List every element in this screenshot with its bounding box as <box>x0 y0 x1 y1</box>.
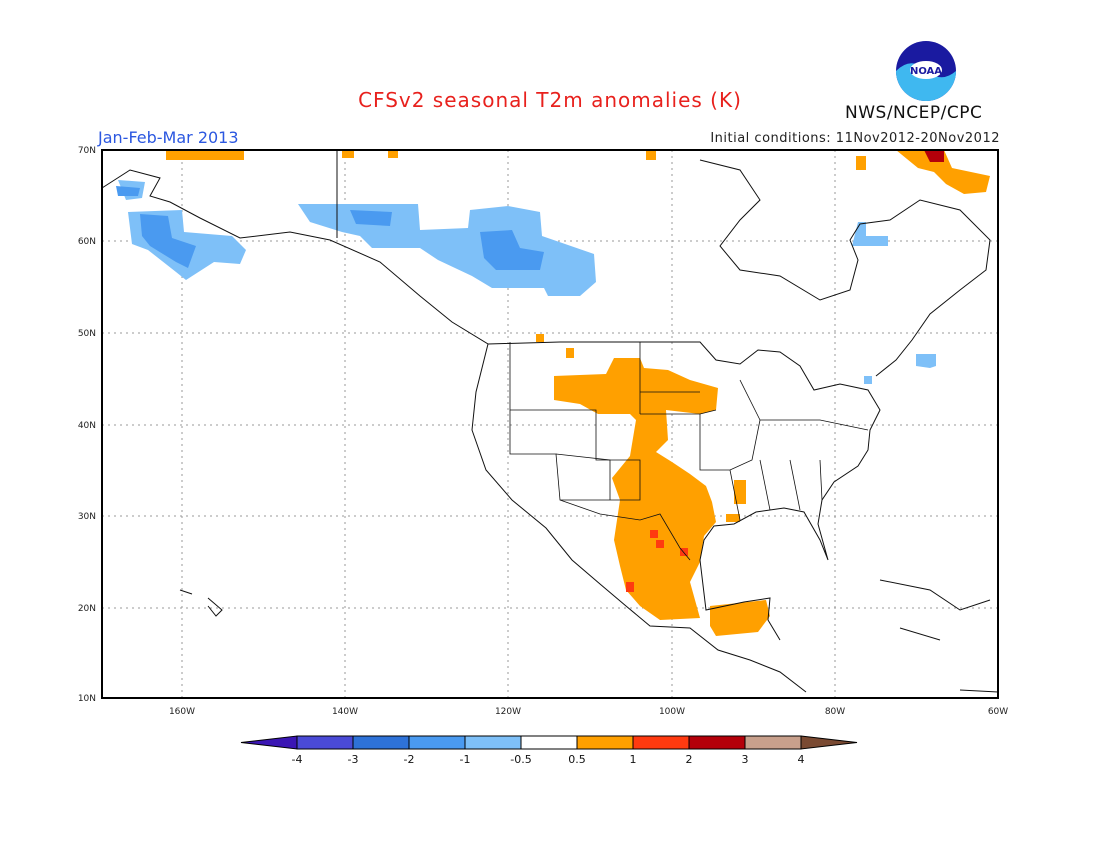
logo-text: NOAA <box>910 66 942 77</box>
colorbar-swatch <box>744 735 802 750</box>
map-frame <box>101 149 999 699</box>
political-borders <box>509 342 869 561</box>
colorbar-label: -3 <box>348 753 359 766</box>
period-label: Jan-Feb-Mar 2013 <box>98 128 239 147</box>
lon-label: 80W <box>825 707 845 717</box>
colorbar-swatch <box>408 735 466 750</box>
colorbar-label: -4 <box>292 753 303 766</box>
lon-label: 120W <box>495 707 521 717</box>
colorbar-swatch <box>576 735 634 750</box>
canada-cold-anomaly <box>298 204 596 296</box>
agency-label: NWS/NCEP/CPC <box>845 103 983 123</box>
lat-label: 10N <box>78 694 96 704</box>
east-canada-cold-anomaly <box>864 354 936 384</box>
lon-label: 60W <box>988 707 1008 717</box>
colorbar-label: -2 <box>404 753 415 766</box>
latitude-labels: 70N 60N 50N 40N 30N 20N 10N <box>78 146 96 704</box>
colorbar-label: 3 <box>742 753 749 766</box>
negative-anomalies <box>116 180 936 384</box>
colorbar-label: -0.5 <box>510 753 531 766</box>
colorbar-label: 1 <box>630 753 637 766</box>
lat-label: 20N <box>78 604 96 614</box>
colorbar-swatch <box>464 735 522 750</box>
alaska-cold-anomaly <box>118 180 246 280</box>
lat-label: 30N <box>78 512 96 522</box>
colorbar-arrow-high <box>800 735 858 750</box>
coastlines <box>101 150 999 693</box>
map-title: CFSv2 seasonal T2m anomalies (K) <box>358 88 742 112</box>
colorbar-labels: -4 -3 -2 -1 -0.5 0.5 1 2 3 4 <box>292 753 805 766</box>
initial-conditions-label: Initial conditions: 11Nov2012-20Nov2012 <box>710 131 1000 146</box>
lat-label: 70N <box>78 146 96 156</box>
colorbar-label: 4 <box>798 753 805 766</box>
colorbar-swatch <box>632 735 690 750</box>
arctic-warm-anomaly <box>166 150 656 160</box>
alaska-cold-core <box>116 186 196 268</box>
colorbar-label: -1 <box>460 753 471 766</box>
hudson-cold-anomaly <box>852 222 888 246</box>
colorbar-label: 2 <box>686 753 693 766</box>
lat-label: 40N <box>78 421 96 431</box>
noaa-logo: NOAA <box>896 41 956 101</box>
lon-label: 100W <box>659 707 685 717</box>
us-mexico-warm-anomaly <box>536 334 718 620</box>
canada-cold-core <box>350 210 544 270</box>
colorbar-swatch <box>688 735 746 750</box>
lat-label: 60N <box>78 237 96 247</box>
longitude-labels: 160W 140W 120W 100W 80W 60W <box>169 707 1008 717</box>
lon-label: 140W <box>332 707 358 717</box>
greenland-warm-core <box>924 150 944 162</box>
lon-label: 160W <box>169 707 195 717</box>
colorbar-swatch <box>352 735 410 750</box>
colorbar-swatch <box>520 735 578 750</box>
lat-label: 50N <box>78 329 96 339</box>
colorbar-swatch <box>296 735 354 750</box>
colorbar <box>240 735 858 750</box>
colorbar-arrow-low <box>240 735 298 750</box>
mexico-warm-core <box>626 530 688 592</box>
colorbar-label: 0.5 <box>568 753 586 766</box>
greenland-warm-anomaly <box>856 150 990 194</box>
gulf-warm-anomaly <box>710 480 770 636</box>
